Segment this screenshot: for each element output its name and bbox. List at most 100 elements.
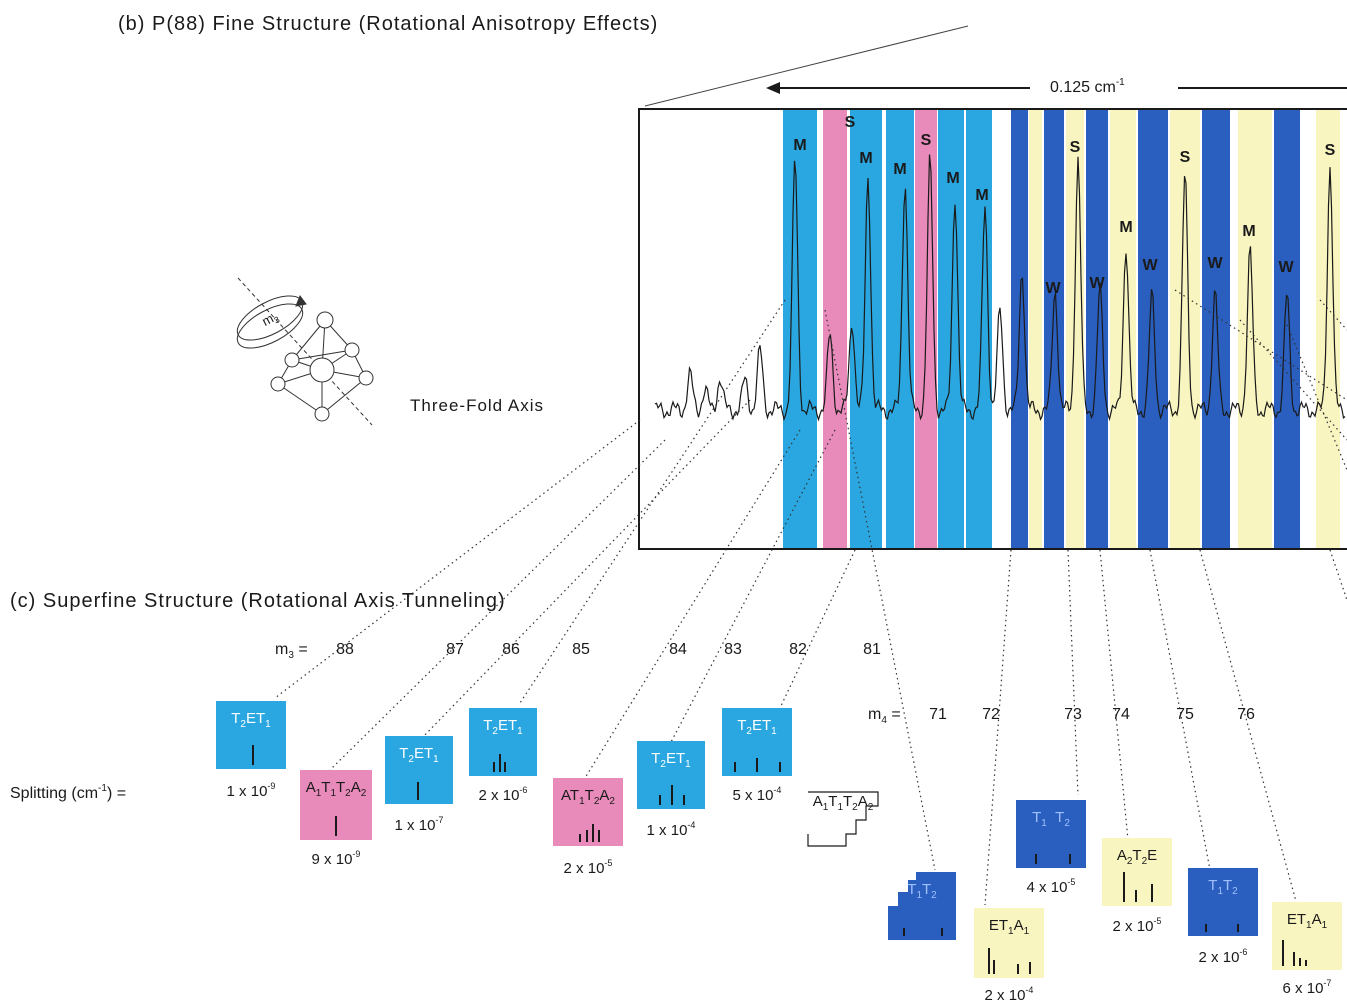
splitting-value: 1 x 10-7 — [395, 815, 444, 834]
three-fold-axis-line — [237, 277, 373, 426]
splitting-value: 4 x 10-5 — [1027, 877, 1076, 896]
band-letter: M — [859, 150, 872, 167]
box-label: AT1​T2​A2​ — [561, 787, 615, 807]
spectral-band — [1086, 110, 1108, 548]
band-letter: W — [1045, 280, 1061, 297]
m3-value: 88 — [336, 641, 354, 658]
box-label: ET1​A1​ — [1287, 911, 1328, 931]
band-letter: M — [946, 170, 959, 187]
m3-value: 83 — [724, 641, 742, 658]
box-label: T2​ET1​ — [651, 750, 691, 770]
spectral-band — [783, 110, 817, 548]
box-outline — [807, 791, 879, 847]
tunneling-box: T2​ET1​ 2 x 10-6 — [469, 708, 537, 804]
m3-value: 82 — [789, 641, 807, 658]
dotted-connector — [779, 549, 856, 709]
box-shape — [1188, 868, 1258, 936]
spectral-band — [1274, 110, 1300, 548]
box-label: A1​T1​T2​A2​ — [306, 779, 367, 799]
tunneling-boxes: T2​ET1​ 1 x 10-9 A1​T1​T2​A2​ 9 x 10-9 T2​ET… — [216, 701, 1342, 1004]
band-letter: S — [1325, 142, 1336, 159]
dotted-connector — [1099, 549, 1129, 841]
band-letter: S — [1070, 139, 1081, 156]
band-letter: W — [1278, 259, 1294, 276]
splitting-label: Splitting (cm-1) = — [10, 783, 126, 802]
tunneling-box: A2​T2​E 2 x 10-5 — [1102, 838, 1172, 935]
spectral-band — [823, 110, 847, 548]
dotted-connector — [1067, 549, 1079, 796]
tunneling-box: A1​T1​T2​A2​ 9 x 10-9 — [300, 770, 372, 868]
m4-value: 74 — [1112, 706, 1130, 723]
zoom-line — [644, 25, 969, 107]
tunneling-box: ET1​A1​ 6 x 10-7 — [1272, 902, 1342, 997]
tunneling-box: A1​T1​T2​A2​ — [807, 791, 879, 847]
dotted-connector — [1284, 319, 1347, 471]
dotted-connector — [274, 419, 641, 699]
splitting-value: 1 x 10-4 — [647, 820, 696, 839]
box-label: T1​T2​ — [1208, 877, 1238, 897]
dotted-connector — [1329, 549, 1347, 601]
spectral-band — [1029, 110, 1042, 548]
three-fold-axis-label: Three-Fold Axis — [410, 396, 544, 415]
box-label: ET1​A1​ — [989, 917, 1030, 937]
band-letter: S — [1180, 149, 1191, 166]
m4-value: 73 — [1064, 706, 1082, 723]
section-c-title: (c) Superfine Structure (Rotational Axis… — [10, 590, 506, 612]
spectral-band — [1066, 110, 1084, 548]
spectrum-panel — [638, 108, 1347, 550]
m4-values: 71 72 73 74 75 76 — [929, 706, 1255, 723]
tunneling-box: T2​ET1​ 1 x 10-9 — [216, 701, 286, 800]
m3-value: 86 — [502, 641, 520, 658]
spectrum-trace — [654, 154, 1346, 422]
splitting-value: 2 x 10-5 — [1113, 916, 1162, 935]
m4-value: 72 — [982, 706, 1000, 723]
spectral-band — [850, 110, 882, 548]
box-shape — [216, 701, 286, 769]
band-letter: W — [1089, 275, 1105, 292]
rotation-ring-lower — [236, 303, 304, 349]
band-letter: S — [845, 114, 856, 131]
tunneling-box: T1​ T2​ 4 x 10-5 — [1016, 800, 1086, 896]
splitting-value: 6 x 10-7 — [1283, 978, 1332, 997]
dotted-connector — [419, 399, 751, 741]
band-letter: M — [893, 161, 906, 178]
spectral-band — [1316, 110, 1340, 548]
box-label: T2​ET1​ — [737, 717, 777, 737]
tunneling-box: T2​ET1​ 5 x 10-4 — [722, 708, 792, 804]
dotted-connector — [824, 309, 936, 871]
spectral-band — [1170, 110, 1200, 548]
splitting-value: 5 x 10-4 — [733, 785, 782, 804]
m3-values: 88 87 86 85 84 83 82 81 — [336, 641, 881, 658]
box-label: T1​T2​ — [907, 881, 937, 901]
band-letter: M — [975, 187, 988, 204]
box-label: T1​ T2​ — [1032, 809, 1070, 829]
box-label: A1​T1​T2​A2​ — [813, 793, 874, 813]
band-letter: W — [1142, 257, 1158, 274]
dotted-connector — [519, 299, 786, 704]
splitting-value: 2 x 10-5 — [564, 858, 613, 877]
dotted-connector — [1199, 549, 1298, 906]
splitting-value: 1 x 10-9 — [227, 781, 276, 800]
box-shape — [469, 708, 537, 776]
dotted-connector — [669, 429, 836, 745]
tunneling-box: T2​ET1​ 1 x 10-4 — [637, 741, 705, 839]
spectral-band — [1044, 110, 1064, 548]
tunneling-box: T1​T2​ 2 x 10-6 — [1188, 868, 1258, 966]
tunneling-box: ET1​A1​ 2 x 10-4 — [974, 908, 1044, 1004]
scale-label: 0.125 cm-1 — [1050, 77, 1125, 96]
m4-value: 75 — [1176, 706, 1194, 723]
spectral-bands — [783, 110, 1340, 548]
spectral-band — [1238, 110, 1272, 548]
band-letter: W — [1207, 255, 1223, 272]
m3-value: 81 — [863, 641, 881, 658]
dotted-connector — [1319, 299, 1347, 331]
box-shape — [1016, 800, 1086, 868]
dotted-connector — [329, 439, 666, 771]
scale-arrowhead — [766, 82, 780, 94]
band-letter: M — [1119, 219, 1132, 236]
m3-value: 85 — [572, 641, 590, 658]
band-letter: M — [793, 137, 806, 154]
dotted-connector — [1239, 319, 1347, 441]
